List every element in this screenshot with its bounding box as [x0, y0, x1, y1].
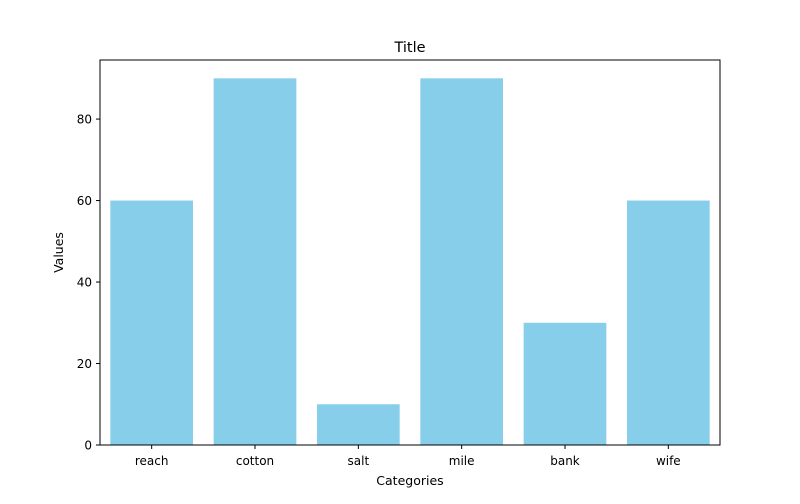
x-ticks: reach cotton salt mile bank wife: [135, 445, 681, 468]
x-tick-label: bank: [550, 454, 580, 468]
y-tick-label: 80: [77, 113, 92, 127]
y-axis-label: Values: [51, 232, 66, 273]
y-tick-label: 60: [77, 194, 92, 208]
plot-frame: [99, 59, 721, 446]
x-tick-label: salt: [348, 454, 370, 468]
bar-reach: [110, 200, 193, 445]
x-tick-label: cotton: [236, 454, 274, 468]
x-tick-label: reach: [135, 454, 169, 468]
bar-bank: [523, 322, 607, 445]
y-tick-label: 20: [77, 357, 92, 371]
bar-salt: [317, 404, 400, 445]
bar-mile: [420, 78, 503, 445]
chart-title: Title: [393, 40, 425, 56]
x-tick-label: wife: [656, 454, 681, 468]
y-tick-label: 0: [84, 439, 92, 453]
bar-cotton: [213, 78, 297, 445]
bar-wife: [627, 200, 710, 445]
axes-layer: [99, 59, 721, 446]
x-tick-label: mile: [449, 454, 475, 468]
bars-layer: [110, 78, 710, 445]
y-tick-label: 40: [77, 276, 92, 290]
x-axis-label: Categories: [376, 473, 443, 488]
y-ticks: 0 20 40 60 80: [77, 113, 100, 453]
